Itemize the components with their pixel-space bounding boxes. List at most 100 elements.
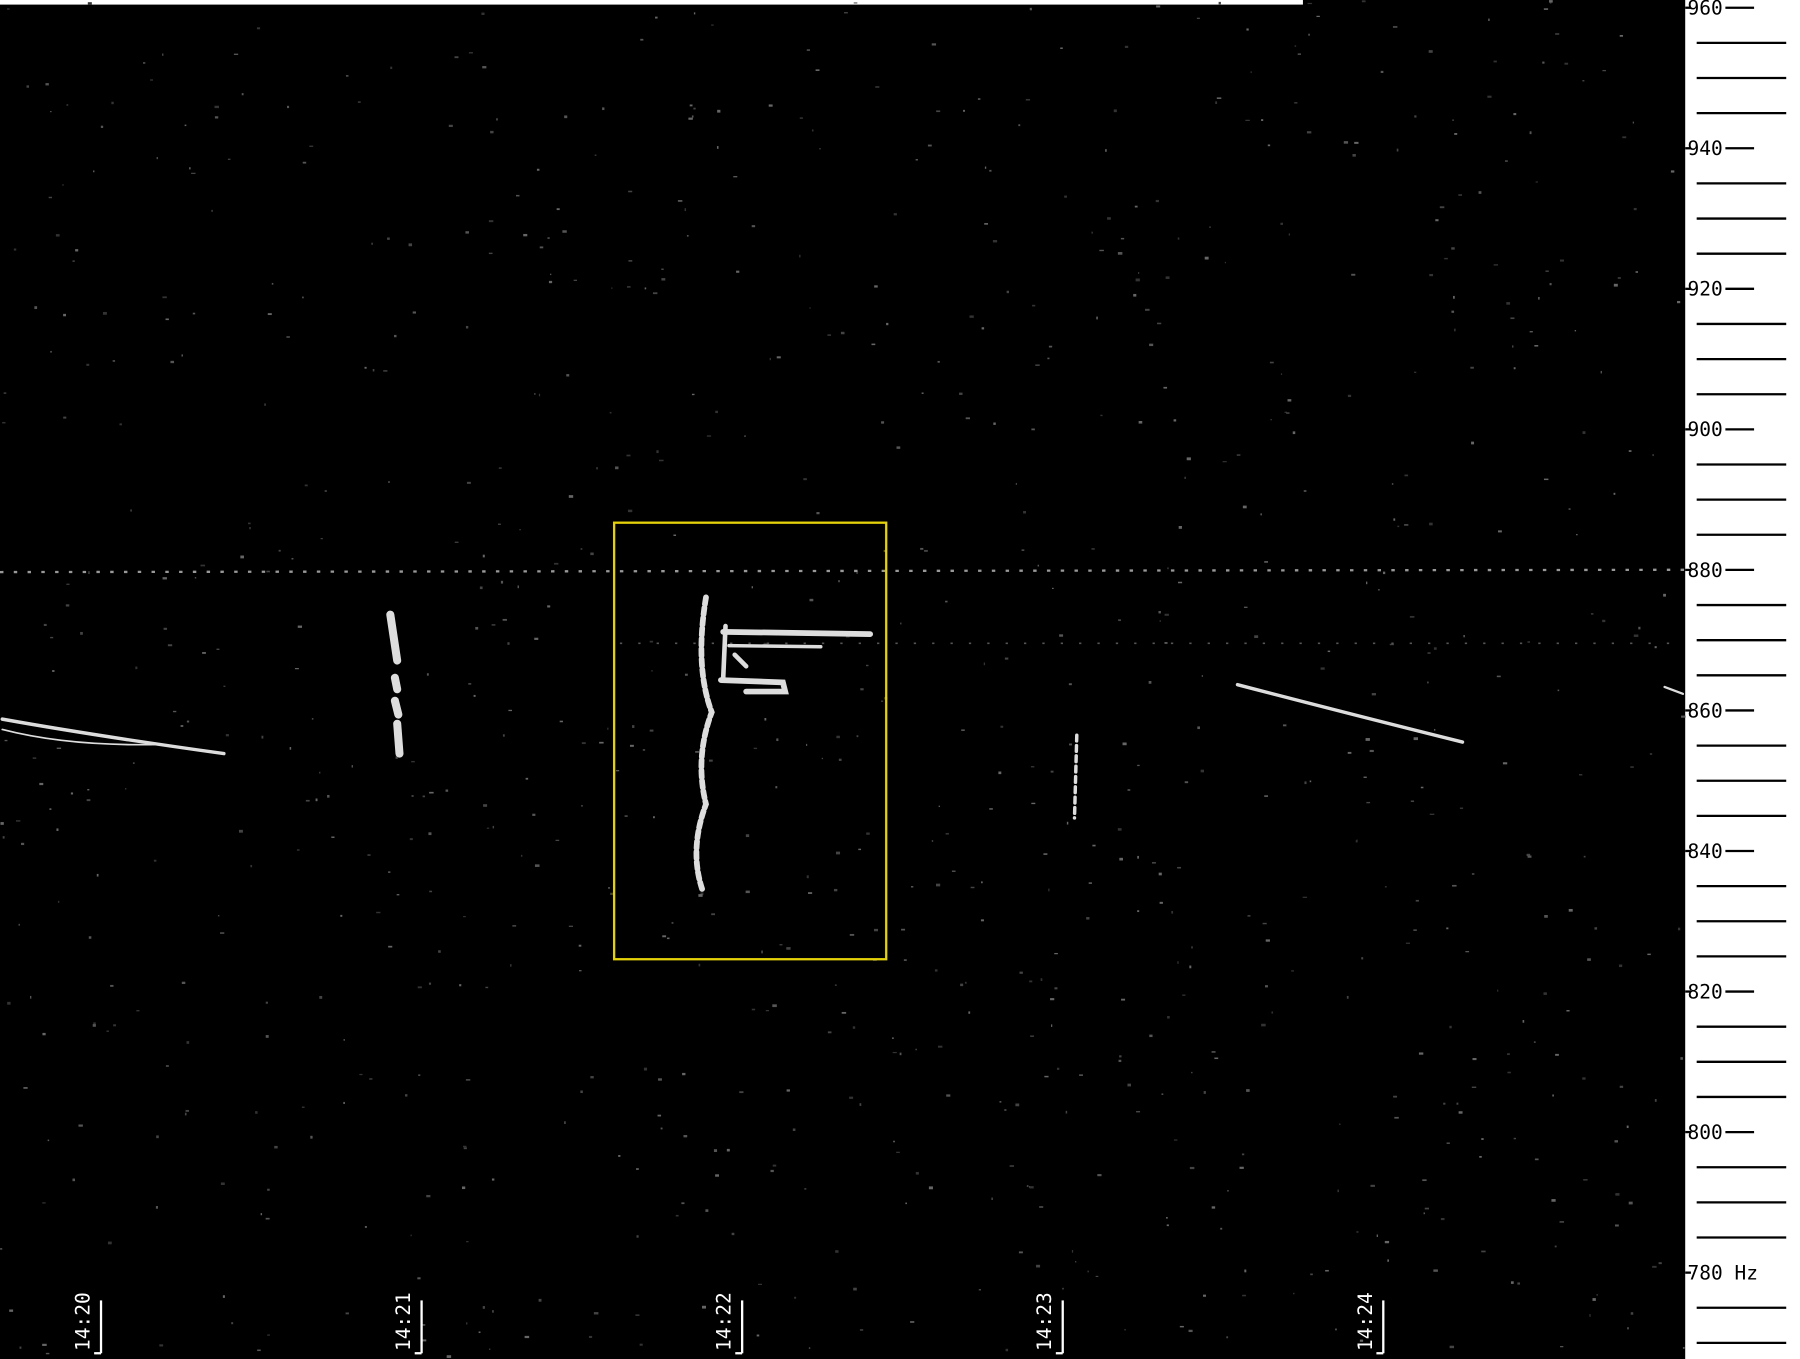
- speckle: [559, 720, 563, 723]
- speckle: [1393, 518, 1396, 521]
- speckle: [372, 369, 375, 372]
- speckle: [106, 1030, 109, 1032]
- speckle: [1543, 992, 1547, 995]
- speckle: [1037, 564, 1040, 567]
- speckle: [1117, 252, 1123, 255]
- speckle: [1043, 853, 1048, 855]
- speckle: [1574, 330, 1577, 332]
- speckle: [1291, 970, 1294, 972]
- speckle: [1186, 457, 1191, 461]
- speckle: [1157, 322, 1162, 325]
- speckle: [1545, 270, 1549, 272]
- speckle: [1294, 45, 1297, 47]
- speckle: [1262, 922, 1267, 925]
- speckle: [1534, 1158, 1539, 1161]
- speckle: [849, 1096, 854, 1099]
- speckle: [395, 756, 398, 759]
- speckle: [1211, 1051, 1216, 1053]
- speckle: [896, 446, 901, 449]
- speckle: [1171, 911, 1174, 914]
- speckle: [1286, 412, 1290, 414]
- speckle: [1337, 1189, 1339, 1193]
- speckle: [838, 580, 840, 583]
- speckle: [1086, 917, 1090, 920]
- speckle: [0, 1248, 3, 1250]
- speckle: [62, 184, 64, 186]
- speckle: [167, 644, 173, 647]
- speckle: [1363, 776, 1367, 778]
- speckle: [547, 237, 550, 240]
- speckle: [1391, 483, 1394, 485]
- speckle: [1173, 419, 1177, 422]
- axes: 960 940 920 900 880 860 840 820 800 780 Hz 14:20 14…: [72, 0, 1787, 1355]
- speckle: [1382, 571, 1386, 575]
- speckle: [1517, 1282, 1521, 1285]
- speckle: [2, 836, 5, 839]
- speckle: [1184, 476, 1186, 479]
- speckle: [1452, 119, 1454, 121]
- speckle: [48, 196, 52, 199]
- speckle: [1320, 667, 1325, 670]
- speckle: [998, 771, 1002, 775]
- speckle: [1463, 634, 1465, 638]
- speckle: [1409, 615, 1415, 618]
- speckle: [496, 118, 498, 121]
- speckle: [1428, 50, 1433, 53]
- speckle: [799, 254, 801, 258]
- speckle: [100, 125, 104, 128]
- speckle: [96, 873, 99, 877]
- speckle: [1410, 800, 1415, 803]
- speckle: [1178, 525, 1182, 529]
- speckle: [502, 618, 507, 621]
- speckle: [1035, 364, 1040, 366]
- speckle: [50, 110, 52, 113]
- speckle: [1270, 419, 1272, 421]
- speckle: [220, 932, 225, 934]
- speckle: [607, 727, 609, 730]
- y-tick-label: 940: [1688, 137, 1723, 160]
- speckle: [964, 981, 967, 984]
- speckle: [1204, 256, 1209, 260]
- speckle: [388, 871, 391, 873]
- speckle: [717, 109, 721, 113]
- speckle: [1529, 131, 1532, 135]
- speckle: [428, 982, 432, 985]
- speckle: [1677, 927, 1681, 931]
- speckle: [928, 1186, 933, 1190]
- speckle: [1040, 978, 1043, 981]
- speckle: [454, 541, 459, 543]
- speckle: [1264, 561, 1269, 563]
- speckle: [1471, 1086, 1477, 1089]
- speckle: [1549, 283, 1552, 286]
- speckle: [102, 311, 107, 315]
- speckle: [438, 950, 441, 953]
- speckle: [615, 466, 619, 470]
- speckle: [214, 105, 220, 109]
- speckle: [1393, 1095, 1398, 1098]
- speckle: [1054, 952, 1058, 955]
- speckle: [821, 757, 824, 760]
- speckle: [899, 1052, 902, 1056]
- speckle: [1542, 61, 1545, 64]
- speckle: [1502, 762, 1508, 765]
- speckle: [1543, 478, 1549, 481]
- speckle: [274, 1145, 278, 1149]
- speckle: [1062, 1287, 1064, 1290]
- speckle: [711, 913, 716, 916]
- speckle: [216, 648, 220, 650]
- speckle: [1015, 482, 1018, 485]
- speckle: [618, 1154, 621, 1157]
- speckle: [112, 359, 116, 362]
- speckle: [1633, 634, 1639, 637]
- speckle: [217, 915, 220, 917]
- speckle: [733, 176, 738, 178]
- speckle: [642, 749, 646, 751]
- speckle: [265, 1001, 268, 1004]
- speckle: [1307, 2, 1313, 5]
- speckle: [984, 223, 989, 225]
- speckle: [1472, 1058, 1477, 1061]
- speckle: [1069, 743, 1072, 746]
- speckle: [1582, 431, 1586, 434]
- speckle: [315, 798, 318, 802]
- speckle: [49, 808, 52, 810]
